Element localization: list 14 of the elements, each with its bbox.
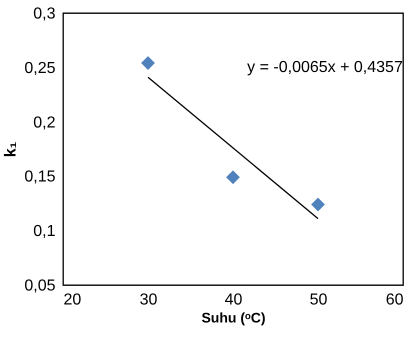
- y-tick-label: 0,2: [33, 114, 56, 132]
- x-tick-label: 20: [64, 292, 82, 308]
- y-tick-label: 0,25: [24, 60, 56, 77]
- y-tick-label: 0,05: [24, 278, 56, 294]
- y-axis-title: k₁: [2, 141, 20, 158]
- y-tick-label: 0,3: [33, 6, 56, 22]
- x-tick-label: 50: [310, 292, 328, 308]
- x-tick-label: 40: [224, 292, 242, 308]
- y-tick-label: 0,1: [33, 223, 56, 240]
- x-tick-label: 30: [140, 292, 158, 308]
- x-tick-label: 60: [386, 292, 404, 308]
- x-axis-title: Suhu (ᵒC): [201, 310, 266, 326]
- y-tick-label: 0,15: [24, 168, 56, 186]
- annotation: y = -0,0065x + 0,4357: [247, 59, 403, 76]
